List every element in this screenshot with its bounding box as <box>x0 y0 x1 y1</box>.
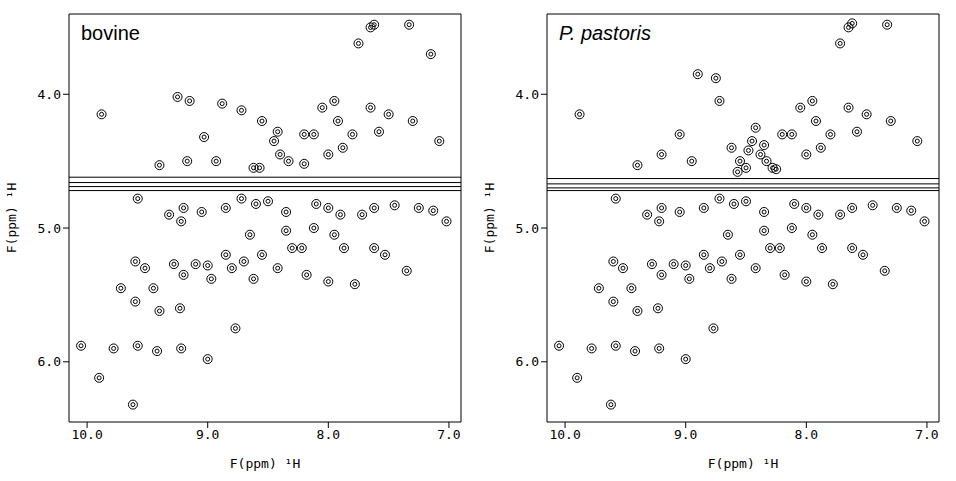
svg-text:7.0: 7.0 <box>915 427 938 442</box>
svg-text:F(ppm) ¹H: F(ppm) ¹H <box>708 456 778 471</box>
svg-text:8.0: 8.0 <box>795 427 818 442</box>
svg-text:8.0: 8.0 <box>317 427 340 442</box>
svg-text:4.0: 4.0 <box>516 87 539 102</box>
svg-text:10.0: 10.0 <box>71 427 102 442</box>
svg-text:F(ppm) ¹H: F(ppm) ¹H <box>482 183 497 253</box>
html-text:P. pastoris: P. pastoris <box>559 22 651 44</box>
svg-text:5.0: 5.0 <box>516 221 539 236</box>
svg-text:6.0: 6.0 <box>38 354 61 369</box>
svg-text:4.0: 4.0 <box>38 87 61 102</box>
svg-text:9.0: 9.0 <box>674 427 697 442</box>
svg-text:10.0: 10.0 <box>549 427 580 442</box>
svg-text:F(ppm) ¹H: F(ppm) ¹H <box>230 456 300 471</box>
svg-text:F(ppm) ¹H: F(ppm) ¹H <box>4 183 19 253</box>
svg-text:5.0: 5.0 <box>38 221 61 236</box>
svg-text:7.0: 7.0 <box>437 427 460 442</box>
svg-text:9.0: 9.0 <box>196 427 219 442</box>
svg-text:6.0: 6.0 <box>516 354 539 369</box>
html-text:bovine: bovine <box>81 22 140 44</box>
